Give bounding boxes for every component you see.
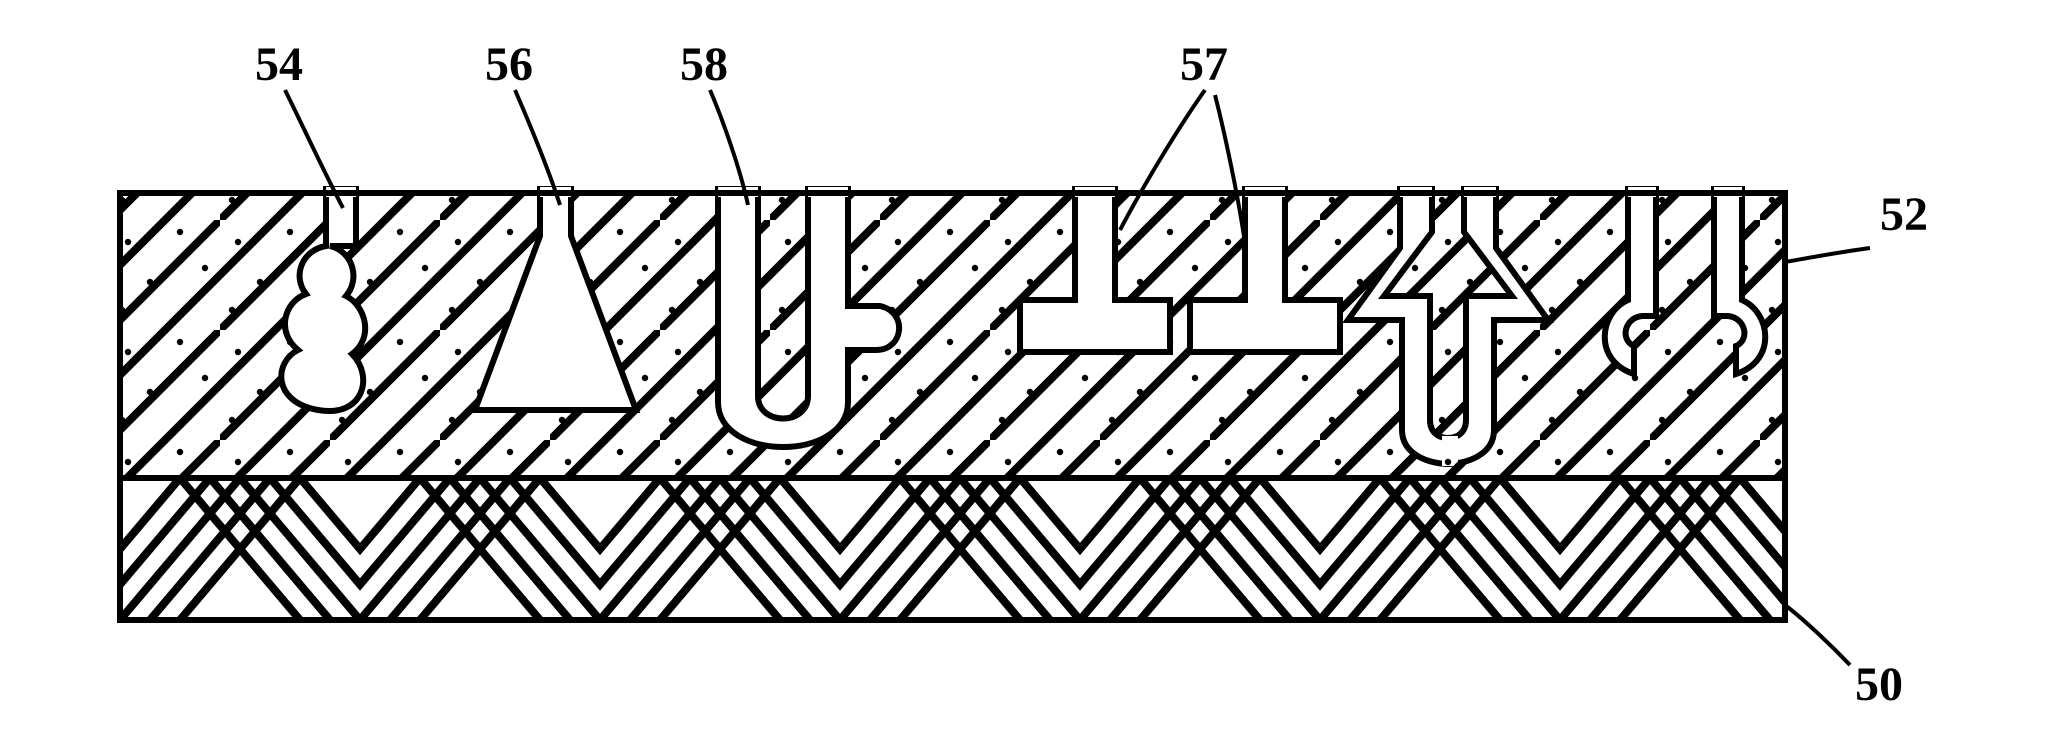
layer-substrate	[120, 478, 1785, 620]
cross-section-figure: g[data-name="cavity-57b-arrow"]{display:…	[0, 0, 2047, 739]
label-52: 52	[1880, 188, 1928, 241]
label-58: 58	[680, 38, 728, 91]
leader-50	[1785, 605, 1850, 665]
label-54: 54	[255, 38, 303, 91]
label-57: 57	[1180, 38, 1228, 91]
layer-upper: g[data-name="cavity-57b-arrow"]{display:…	[120, 189, 1785, 478]
leader-52	[1785, 248, 1870, 262]
label-50: 50	[1855, 658, 1903, 711]
label-56: 56	[485, 38, 533, 91]
